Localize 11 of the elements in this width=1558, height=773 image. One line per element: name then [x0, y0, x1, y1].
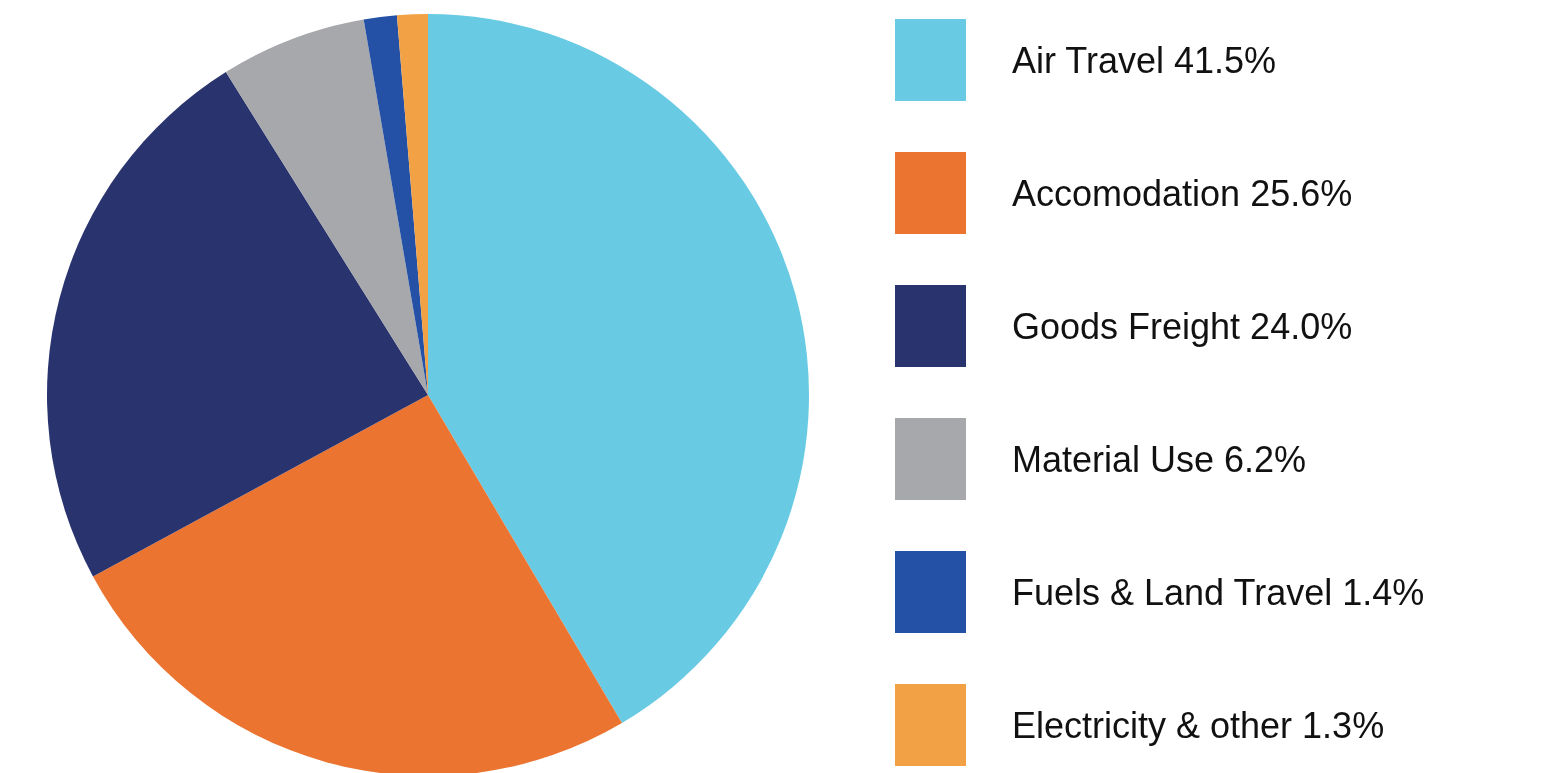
legend-label: Air Travel 41.5%: [1012, 39, 1277, 81]
pie-slice: [363, 15, 428, 395]
pie-slice: [428, 14, 809, 723]
legend-label: Accomodation 25.6%: [1012, 172, 1353, 214]
legend-label: Material Use 6.2%: [1012, 438, 1307, 480]
legend-label: Fuels & Land Travel 1.4%: [1012, 571, 1425, 613]
pie-slice: [92, 395, 622, 773]
legend-label: Goods Freight 24.0%: [1012, 305, 1353, 347]
pie-slice: [225, 19, 428, 395]
legend-label: Electricity & other 1.3%: [1012, 704, 1385, 746]
pie-slice: [47, 72, 428, 577]
